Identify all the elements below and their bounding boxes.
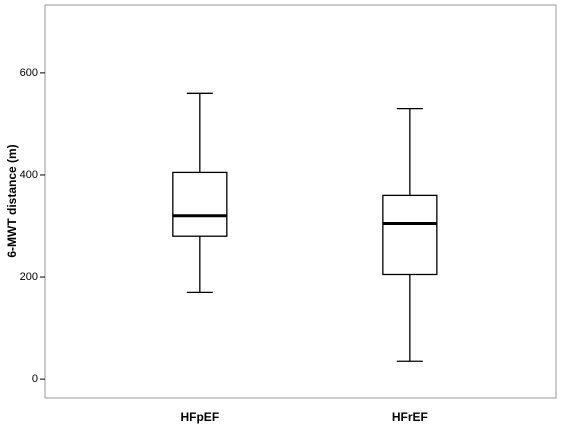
y-tick-label: 400 [20,169,38,181]
y-tick-label: 200 [20,271,38,283]
box [172,171,228,237]
y-tick-label: 0 [32,373,38,385]
y-axis-label: 6-MWT distance (m) [5,144,19,257]
x-tick-label: HFpEF [180,410,219,424]
plot-frame [44,4,557,399]
y-tick-label: 600 [20,67,38,79]
x-tick-label: HFrEF [392,410,428,424]
box [382,194,438,276]
